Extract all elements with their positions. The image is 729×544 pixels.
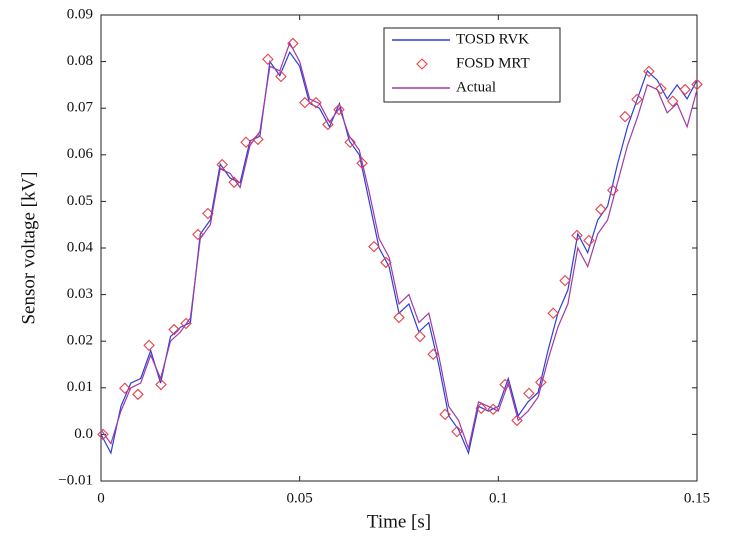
x-tick-label: 0 <box>97 490 105 506</box>
marker <box>619 110 631 123</box>
y-tick-label: 0.05 <box>67 193 93 209</box>
legend-label: TOSD RVK <box>456 31 529 47</box>
marker <box>356 157 368 169</box>
marker <box>679 83 691 96</box>
marker <box>299 96 311 109</box>
marker <box>451 425 463 438</box>
marker <box>691 78 703 91</box>
marker <box>595 203 607 216</box>
marker <box>393 311 405 324</box>
marker <box>380 256 392 269</box>
marker <box>414 330 426 343</box>
y-tick-label: 0.06 <box>67 146 94 162</box>
marker <box>583 234 595 247</box>
legend-marker <box>416 58 428 70</box>
legend-label: FOSD MRT <box>456 55 530 71</box>
line <box>100 41 698 451</box>
marker <box>559 274 571 287</box>
marker <box>262 53 274 66</box>
marker <box>202 207 214 220</box>
marker <box>132 388 144 401</box>
marker <box>322 118 334 131</box>
y-tick-label: −0.01 <box>58 472 93 488</box>
y-tick-label: 0.03 <box>67 286 93 302</box>
marker <box>275 70 287 83</box>
marker <box>252 133 264 146</box>
marker <box>240 136 252 148</box>
y-axis-label: Sensor voltage [kV] <box>18 171 39 324</box>
marker <box>439 408 451 421</box>
x-tick-label: 0.05 <box>287 490 313 506</box>
marker <box>631 93 643 106</box>
y-tick-label: 0.07 <box>67 100 94 116</box>
marker <box>643 65 655 78</box>
y-tick-label: 0.04 <box>67 239 94 255</box>
marker <box>97 428 109 441</box>
marker <box>547 307 559 320</box>
marker <box>119 382 131 395</box>
marker <box>571 229 583 242</box>
marker <box>344 136 356 148</box>
marker <box>180 317 192 330</box>
marker <box>655 82 667 95</box>
x-axis-label: Time [s] <box>367 511 431 532</box>
y-tick-label: 0.02 <box>67 333 93 349</box>
y-tick-label: 0.0 <box>74 426 93 442</box>
marker <box>216 158 228 171</box>
legend-label: Actual <box>456 79 496 95</box>
y-tick-label: 0.08 <box>67 53 93 69</box>
line <box>100 51 698 455</box>
marker <box>192 228 204 241</box>
legend-box <box>383 27 561 103</box>
marker <box>333 103 345 116</box>
marker <box>427 348 439 361</box>
y-tick-label: 0.09 <box>67 6 93 22</box>
marker <box>155 378 167 391</box>
marker <box>228 176 240 189</box>
marker <box>666 95 679 107</box>
x-tick-label: 0.1 <box>489 490 508 506</box>
marker <box>368 240 380 253</box>
x-tick-label: 0.15 <box>684 490 710 506</box>
marker <box>523 387 535 400</box>
y-tick-label: 0.01 <box>67 379 93 395</box>
marker <box>168 323 180 336</box>
marker <box>143 339 155 352</box>
